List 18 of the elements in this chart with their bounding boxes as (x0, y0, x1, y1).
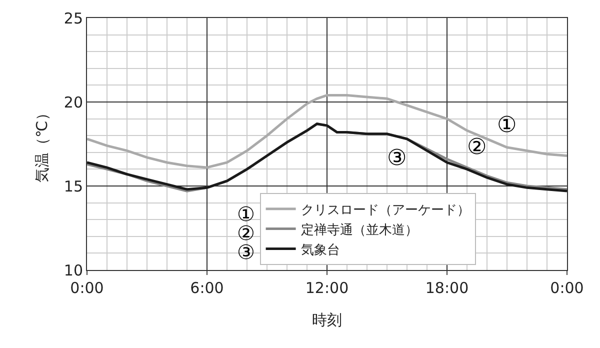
y-tick-label: 10 (64, 261, 83, 280)
annotation: ① (497, 113, 517, 138)
x-tick-label: 0:00 (70, 279, 104, 297)
x-tick-label: 12:00 (305, 279, 349, 297)
legend-label: 定禅寺通（並木道） (300, 222, 418, 238)
y-tick-label: 25 (64, 9, 83, 28)
x-tick-label: 0:00 (550, 279, 584, 297)
line-series (87, 94, 567, 169)
x-tick-label: 18:00 (425, 279, 469, 297)
y-axis-title: 気温（℃） (33, 106, 52, 182)
y-tick-label: 20 (64, 93, 83, 112)
legend-label: 気象台 (300, 242, 340, 258)
annotation: ② (467, 135, 487, 160)
y-tick-label: 15 (64, 177, 83, 196)
legend-label: クリスロード（アーケード） (300, 202, 470, 218)
x-tick-label: 6:00 (190, 279, 224, 297)
x-axis-title: 時刻 (312, 311, 342, 329)
annotation: ③ (387, 146, 407, 171)
